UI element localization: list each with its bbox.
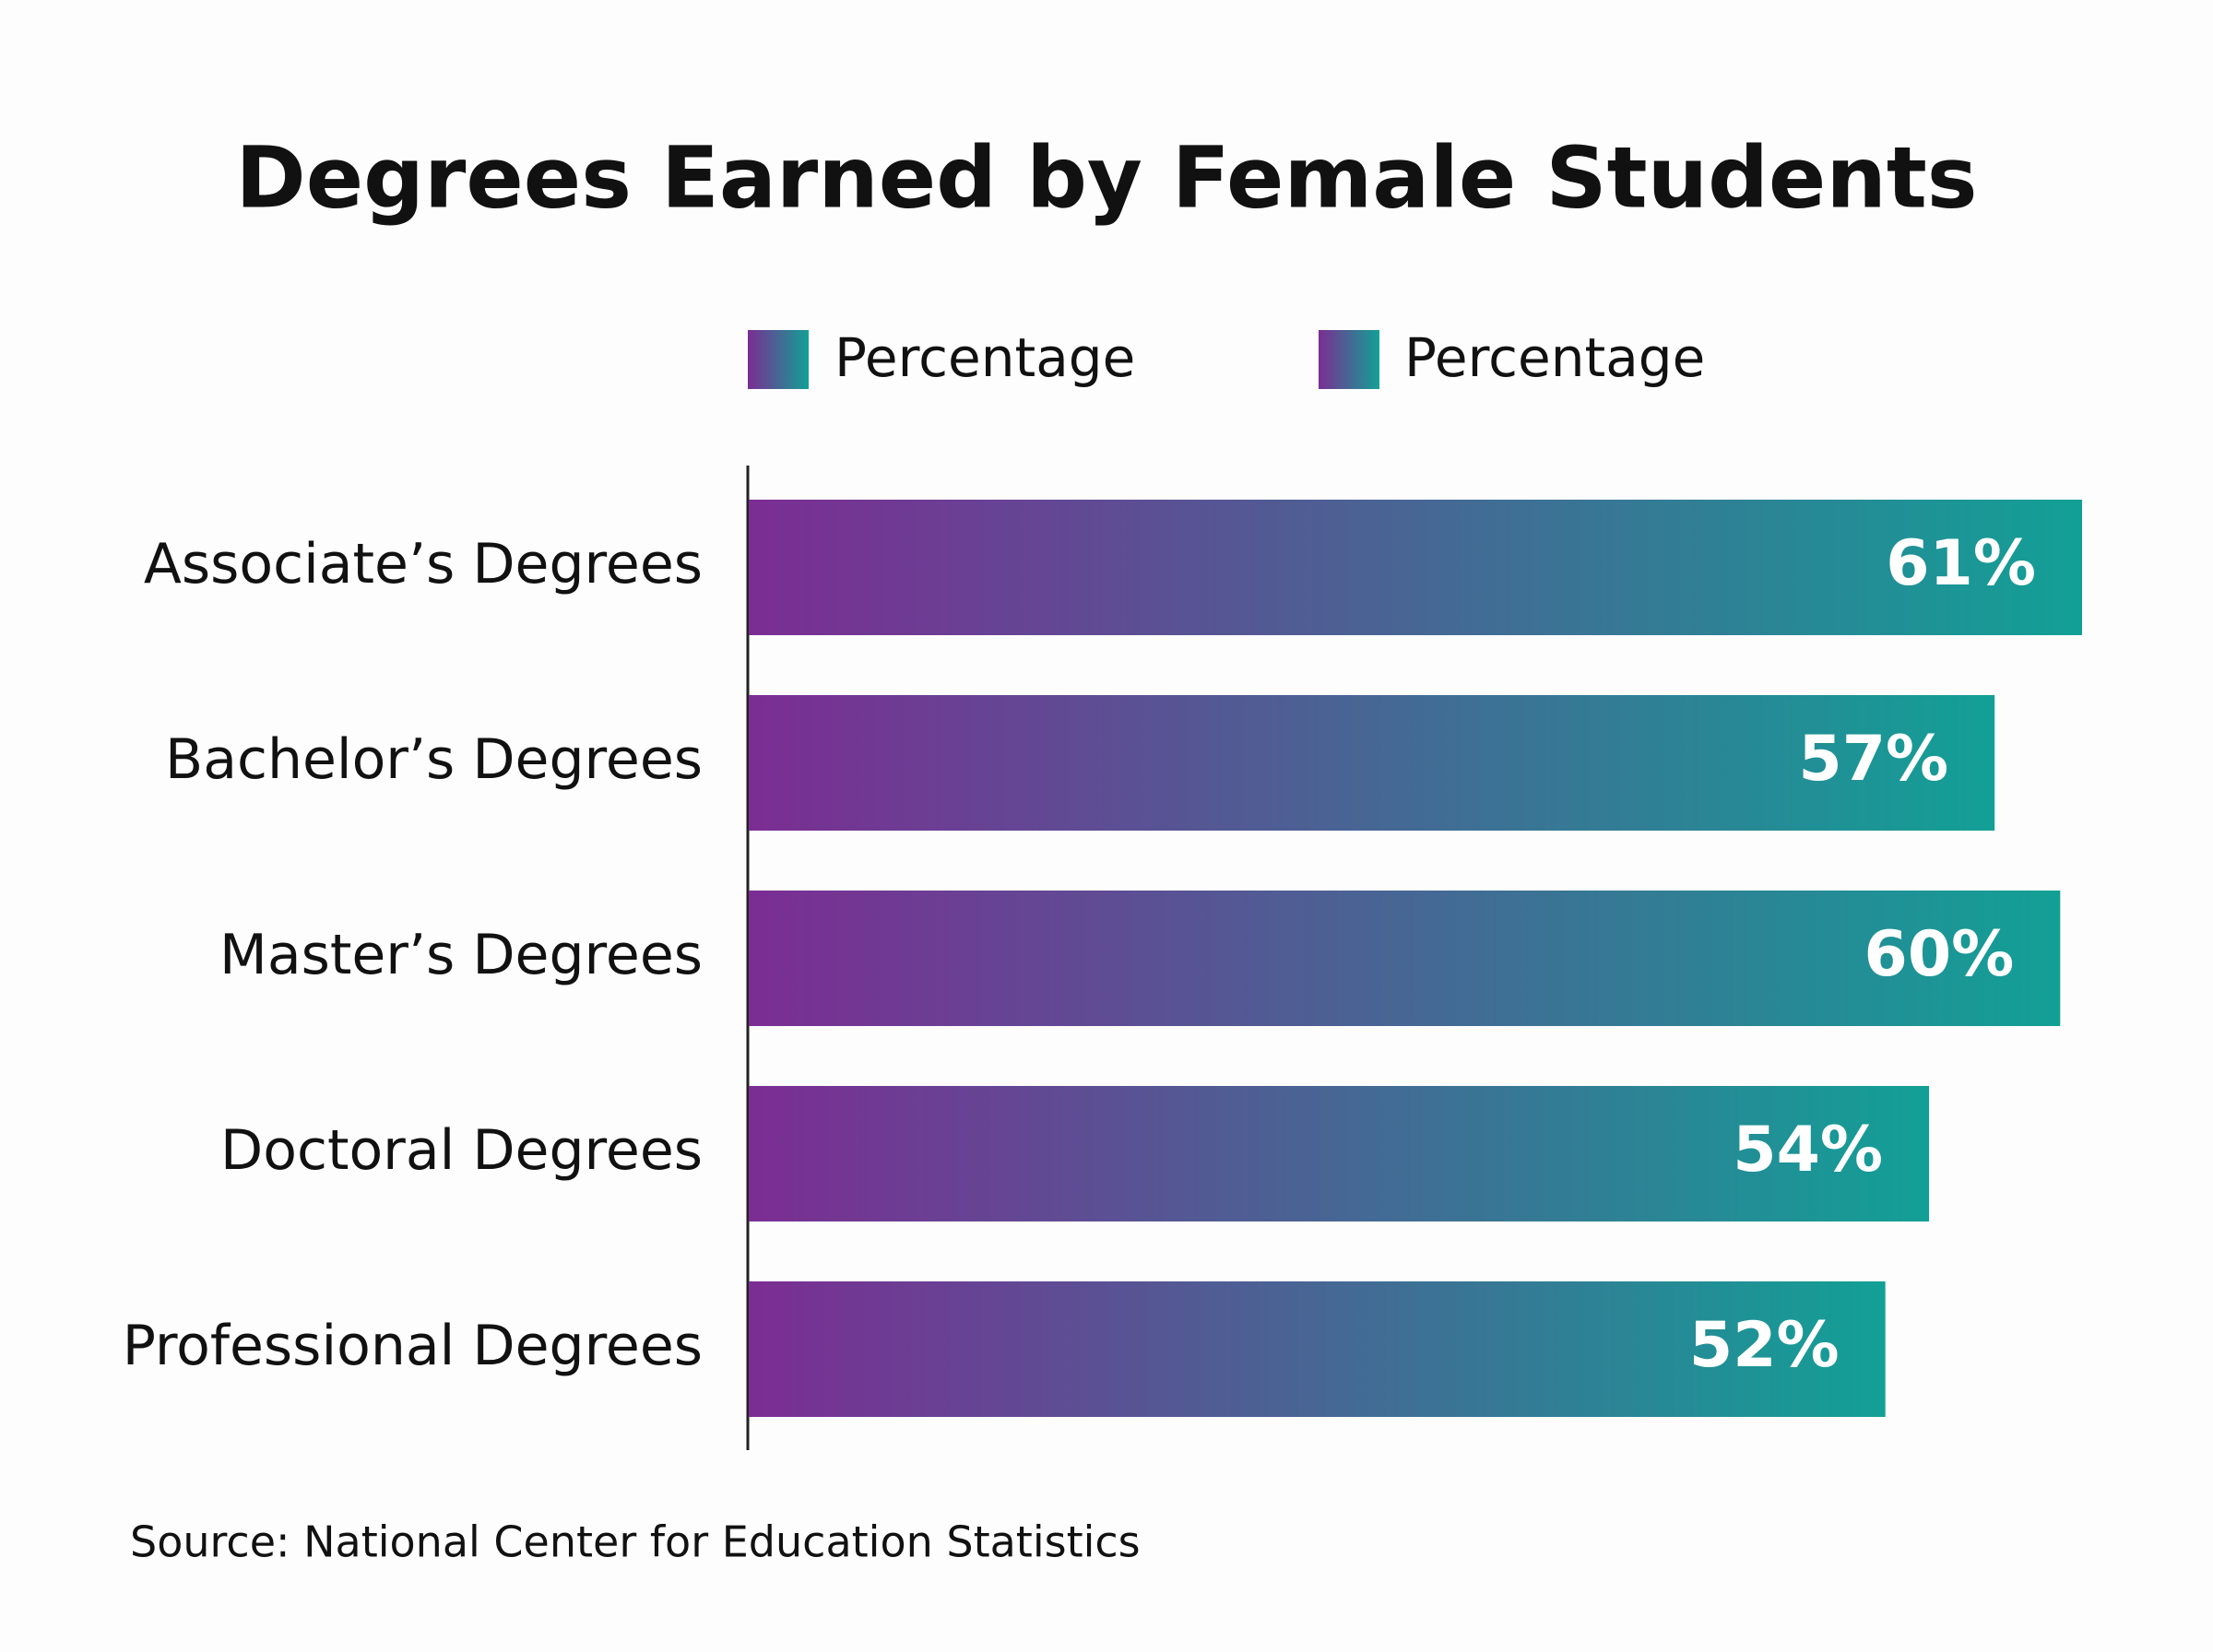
value-label: 60%: [1864, 918, 2015, 991]
bar: [749, 1281, 1886, 1417]
category-label: Professional Degrees: [123, 1314, 703, 1378]
legend-label: Percentage: [834, 326, 1135, 389]
value-label: 57%: [1798, 723, 1948, 796]
bar: [749, 695, 1995, 831]
bar: [749, 1086, 1930, 1221]
category-label: Master’s Degrees: [219, 923, 703, 987]
source: Source: National Center for Education St…: [130, 1517, 1141, 1567]
legend-label: Percentage: [1404, 326, 1705, 389]
value-label: 54%: [1733, 1114, 1883, 1186]
bar: [749, 500, 2082, 635]
category-label: Associate’s Degrees: [144, 532, 703, 596]
value-label: 61%: [1886, 527, 2036, 600]
legend-swatch: [748, 330, 809, 389]
chart-title: Degrees Earned by Female Students: [235, 128, 1977, 227]
legend-swatch: [1319, 330, 1379, 389]
bar: [749, 891, 2061, 1026]
category-label: Bachelor’s Degrees: [165, 727, 703, 792]
value-label: 52%: [1689, 1309, 1840, 1382]
category-label: Doctoral Degrees: [220, 1118, 703, 1183]
